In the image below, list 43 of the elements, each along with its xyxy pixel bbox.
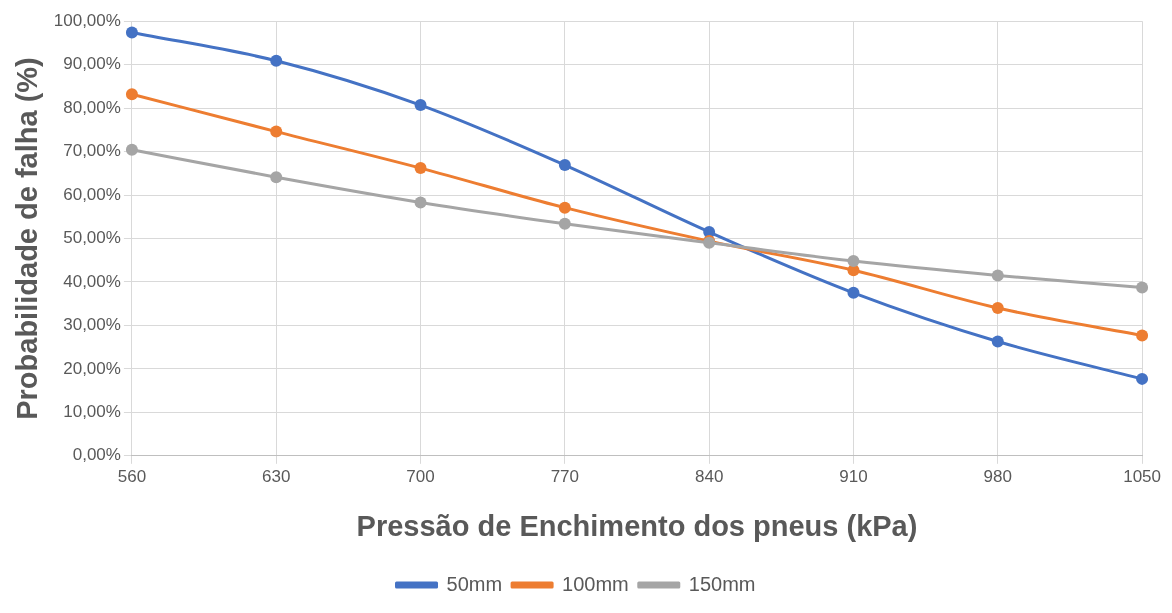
y-tick-label: 40,00% <box>63 271 121 291</box>
y-tick-label: 90,00% <box>63 54 121 74</box>
legend-label: 150mm <box>688 572 756 595</box>
point <box>414 99 427 112</box>
y-axis-title: Probabilidade de falha (%) <box>11 57 44 420</box>
point <box>991 269 1004 282</box>
point <box>558 159 571 172</box>
x-tick-label: 630 <box>262 466 291 486</box>
point <box>991 302 1004 315</box>
x-tick-label: 1050 <box>1123 466 1161 486</box>
point <box>125 26 138 39</box>
point <box>847 255 860 268</box>
y-tick-label: 30,00% <box>63 315 121 335</box>
y-tick-label: 0,00% <box>72 445 121 465</box>
x-axis-title: Pressão de Enchimento dos pneus (kPa) <box>356 509 918 542</box>
y-tick-label: 50,00% <box>63 228 121 248</box>
legend-label: 50mm <box>446 572 503 595</box>
y-tick-label: 70,00% <box>63 141 121 161</box>
y-tick-label: 20,00% <box>63 358 121 378</box>
point <box>270 54 283 67</box>
legend-label: 100mm <box>562 572 629 595</box>
point <box>414 196 427 209</box>
point <box>1136 281 1149 294</box>
x-tick-label: 840 <box>694 466 724 486</box>
point <box>991 335 1004 348</box>
point <box>1136 329 1149 342</box>
point <box>558 217 571 230</box>
point <box>847 286 860 299</box>
x-tick-label: 910 <box>839 466 868 486</box>
point <box>270 125 283 138</box>
x-tick-label: 770 <box>550 466 580 486</box>
y-tick-label: 80,00% <box>63 97 121 117</box>
y-tick-label: 60,00% <box>63 184 121 204</box>
x-tick-label: 700 <box>406 466 435 486</box>
point <box>125 88 138 101</box>
point <box>270 171 283 184</box>
y-tick-label: 100,00% <box>53 10 121 30</box>
x-tick-label: 980 <box>983 466 1012 486</box>
point <box>414 162 427 175</box>
y-tick-label: 10,00% <box>63 402 121 422</box>
point <box>558 201 571 214</box>
point <box>1136 372 1149 385</box>
x-tick-label: 560 <box>117 466 147 486</box>
